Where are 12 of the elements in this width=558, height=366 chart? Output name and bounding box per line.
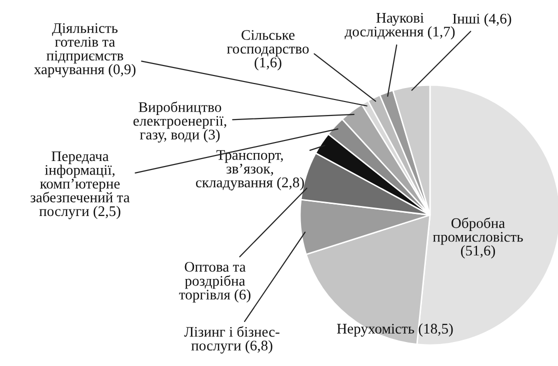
slice-label: Оптова та роздрібна торгівля (6) bbox=[179, 262, 250, 303]
slice-label: Виробництво електроенергії, газу, води (3) bbox=[133, 101, 226, 143]
slice-label: Обробна промисловість bbox=[432, 217, 523, 245]
data-label: (1,6) bbox=[254, 57, 282, 70]
slice-label: Транспорт, зв’язок, складування (2,8) bbox=[196, 150, 304, 190]
slice-label: Сільське господарство bbox=[226, 30, 309, 57]
slice-label: Лізинг і бізнес-послуги (6,8) bbox=[184, 326, 280, 354]
data-label: (51,6) bbox=[461, 245, 495, 259]
slice-label: Передача інформації, комп’ютерне забезпечений та послуги (2,5) bbox=[30, 151, 130, 220]
slice-label: Інші (4,6) bbox=[452, 13, 512, 27]
slice-label: Діяльність готелів та підприємств харчування (0,9) bbox=[34, 23, 136, 78]
slice-label: Нерухомість (18,5) bbox=[337, 323, 453, 337]
